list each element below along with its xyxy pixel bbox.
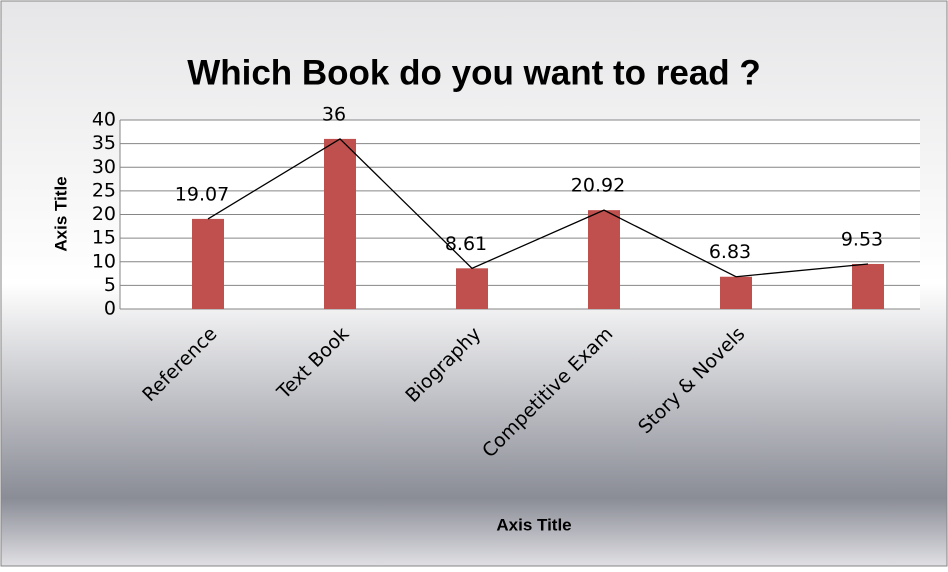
- bar: [324, 138, 356, 309]
- y-tick-label: 20: [92, 203, 116, 225]
- x-axis-title: Axis Title: [496, 515, 571, 534]
- y-tick-label: 25: [92, 179, 116, 201]
- bar: [456, 268, 488, 309]
- y-tick-label: 0: [104, 298, 116, 320]
- data-label: 8.61: [445, 233, 487, 255]
- y-tick-label: 15: [92, 227, 116, 249]
- chart-title: Which Book do you want to read ?: [187, 53, 761, 92]
- bar: [588, 210, 620, 309]
- bar: [720, 276, 752, 309]
- bar: [192, 218, 224, 309]
- data-label: 9.53: [841, 228, 883, 250]
- data-label: 36: [322, 103, 346, 125]
- data-label: 20.92: [571, 175, 625, 197]
- y-tick-label: 5: [104, 274, 116, 296]
- y-tick-label: 40: [92, 109, 116, 131]
- data-label: 19.07: [175, 183, 229, 205]
- connector-line: [207, 138, 869, 278]
- bar: [852, 263, 884, 309]
- y-tick-label: 30: [92, 156, 116, 178]
- y-tick-label: 35: [92, 132, 116, 154]
- y-axis-title: Axis Title: [51, 176, 70, 251]
- y-tick-label: 10: [92, 250, 116, 272]
- data-label: 6.83: [709, 241, 751, 263]
